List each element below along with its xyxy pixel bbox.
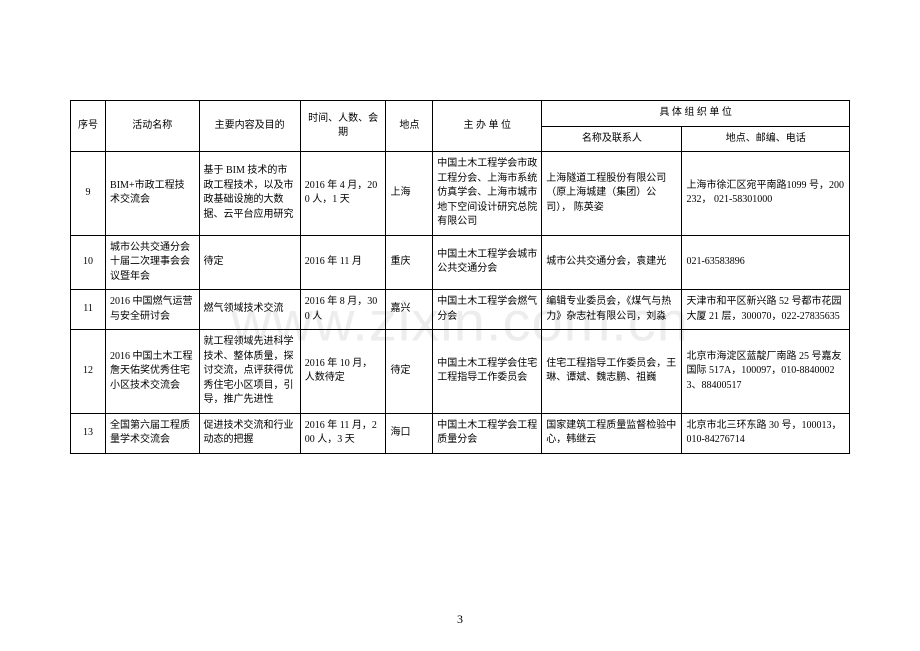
cell-time: 2016 年 10 月，人数待定 [300, 330, 386, 414]
cell-org-addr: 北京市海淀区蓝靛厂南路 25 号嘉友国际 517A，100097，010-884… [682, 330, 850, 414]
table-row: 122016 中国土木工程詹天佑奖优秀住宅小区技术交流会就工程领域先进科学技术、… [71, 330, 850, 414]
col-place: 地点 [386, 101, 433, 152]
table-row: 112016 中国燃气运营与安全研讨会燃气领域技术交流2016 年 8 月，30… [71, 290, 850, 330]
cell-content: 待定 [199, 235, 300, 290]
activity-table: 序号 活动名称 主要内容及目的 时间、人数、会期 地点 主 办 单 位 具 体 … [70, 100, 850, 454]
cell-org-addr: 上海市徐汇区宛平南路1099 号，200232， 021-58301000 [682, 152, 850, 236]
cell-seq: 10 [71, 235, 106, 290]
table-row: 13全国第六届工程质量学术交流会促进技术交流和行业动态的把握2016 年 11 … [71, 413, 850, 453]
col-content: 主要内容及目的 [199, 101, 300, 152]
col-org-addr: 地点、邮编、电话 [682, 126, 850, 152]
col-org-name: 名称及联系人 [542, 126, 682, 152]
table-row: 9BIM+市政工程技术交流会基于 BIM 技术的市政工程技术，以及市政基础设施的… [71, 152, 850, 236]
cell-activity: 城市公共交通分会十届二次理事会会议暨年会 [106, 235, 199, 290]
col-org-group: 具 体 组 织 单 位 [542, 101, 850, 127]
col-activity: 活动名称 [106, 101, 199, 152]
cell-org-name: 编辑专业委员会，《煤气与热力》杂志社有限公司，刘淼 [542, 290, 682, 330]
cell-host: 中国土木工程学会市政工程分会、上海市系统仿真学会、上海市城市地下空间设计研究总院… [433, 152, 542, 236]
col-time: 时间、人数、会期 [300, 101, 386, 152]
cell-host: 中国土木工程学会工程质量分会 [433, 413, 542, 453]
cell-host: 中国土木工程学会燃气分会 [433, 290, 542, 330]
col-host: 主 办 单 位 [433, 101, 542, 152]
cell-org-name: 上海隧道工程股份有限公司（原上海城建（集团）公司）， 陈英姿 [542, 152, 682, 236]
cell-org-addr: 北京市北三环东路 30 号，100013，010-84276714 [682, 413, 850, 453]
cell-place: 海口 [386, 413, 433, 453]
cell-org-addr: 021-63583896 [682, 235, 850, 290]
cell-seq: 11 [71, 290, 106, 330]
cell-place: 待定 [386, 330, 433, 414]
cell-time: 2016 年 8 月，300 人 [300, 290, 386, 330]
cell-time: 2016 年 4 月，200 人，1 天 [300, 152, 386, 236]
cell-place: 嘉兴 [386, 290, 433, 330]
cell-activity: 全国第六届工程质量学术交流会 [106, 413, 199, 453]
cell-org-name: 国家建筑工程质量监督检验中心，韩继云 [542, 413, 682, 453]
cell-content: 就工程领域先进科学技术、整体质量，探讨交流，点评获得优秀住宅小区项目，引导，推广… [199, 330, 300, 414]
cell-content: 基于 BIM 技术的市政工程技术，以及市政基础设施的大数据、云平台应用研究 [199, 152, 300, 236]
page-number: 3 [0, 612, 920, 627]
cell-activity: BIM+市政工程技术交流会 [106, 152, 199, 236]
cell-seq: 9 [71, 152, 106, 236]
cell-seq: 12 [71, 330, 106, 414]
cell-content: 促进技术交流和行业动态的把握 [199, 413, 300, 453]
cell-time: 2016 年 11 月，200 人，3 天 [300, 413, 386, 453]
cell-org-name: 住宅工程指导工作委员会，王琳、谭斌、魏志鹏、祖巍 [542, 330, 682, 414]
col-seq: 序号 [71, 101, 106, 152]
cell-place: 上海 [386, 152, 433, 236]
cell-host: 中国土木工程学会住宅工程指导工作委员会 [433, 330, 542, 414]
cell-org-name: 城市公共交通分会，袁建光 [542, 235, 682, 290]
cell-host: 中国土木工程学会城市公共交通分会 [433, 235, 542, 290]
cell-org-addr: 天津市和平区新兴路 52 号都市花园大厦 21 层，300070，022-278… [682, 290, 850, 330]
table-row: 10城市公共交通分会十届二次理事会会议暨年会待定2016 年 11 月重庆中国土… [71, 235, 850, 290]
cell-seq: 13 [71, 413, 106, 453]
cell-activity: 2016 中国燃气运营与安全研讨会 [106, 290, 199, 330]
cell-place: 重庆 [386, 235, 433, 290]
cell-activity: 2016 中国土木工程詹天佑奖优秀住宅小区技术交流会 [106, 330, 199, 414]
cell-time: 2016 年 11 月 [300, 235, 386, 290]
cell-content: 燃气领域技术交流 [199, 290, 300, 330]
